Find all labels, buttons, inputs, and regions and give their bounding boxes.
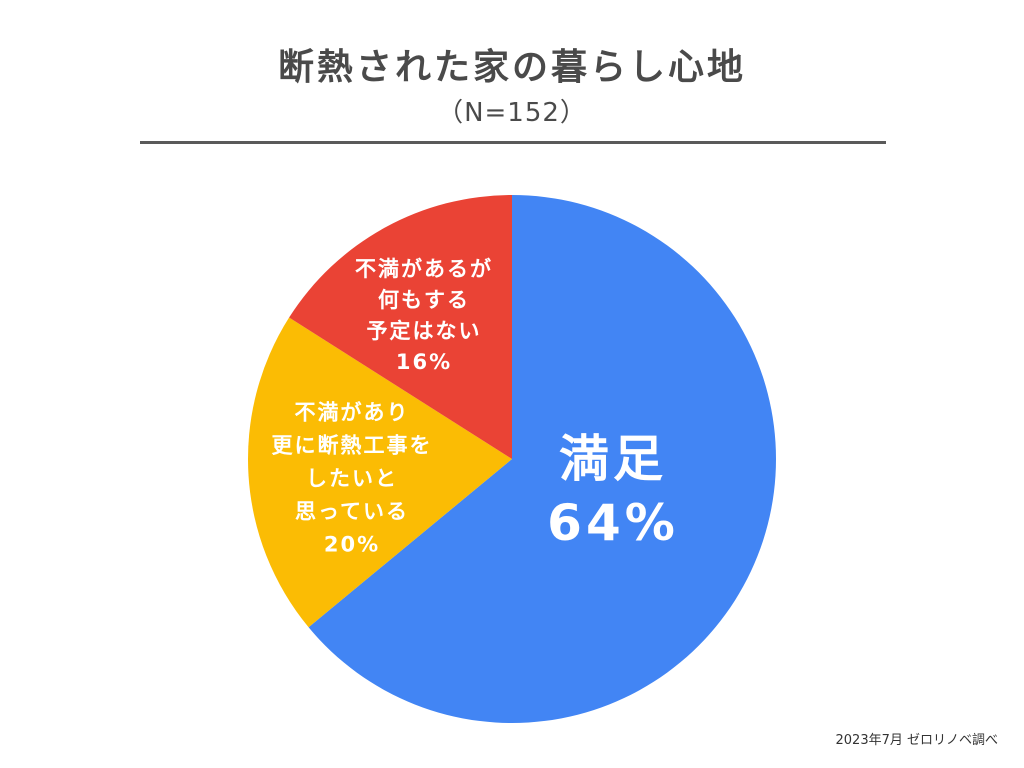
slice-label-line: 不満があるが bbox=[355, 257, 493, 281]
slice-label-3: 不満があるが何もする予定はない 16% bbox=[355, 257, 493, 374]
slice-label-line: したいと bbox=[306, 467, 398, 491]
slice-label-1: 満足 64% bbox=[547, 430, 679, 552]
slice-label-line: 思っている bbox=[295, 500, 409, 524]
pie-slice-3 bbox=[289, 195, 512, 459]
chart-subtitle: （N=152） bbox=[437, 98, 587, 128]
pie-slice-2 bbox=[247, 317, 512, 628]
slice-label-line: 更に断熱工事を bbox=[272, 434, 433, 458]
slice-label-line: 不満があり bbox=[295, 401, 410, 425]
slice-label-line: 20% bbox=[324, 533, 380, 557]
slice-label-line: 16% bbox=[396, 350, 452, 374]
chart-title: 断熱された家の暮らし心地 bbox=[277, 47, 746, 88]
title-divider bbox=[140, 141, 886, 144]
slice-label-line: 満足 bbox=[559, 430, 667, 488]
source-note: 2023年7月 ゼロリノベ調べ bbox=[835, 733, 999, 748]
slice-label-2: 不満があり更に断熱工事をしたいと思っている 20% bbox=[272, 401, 433, 557]
slice-label-line: 何もする bbox=[378, 288, 470, 312]
slice-label-line: 予定はない bbox=[367, 319, 482, 343]
slice-label-line: 64% bbox=[547, 494, 679, 552]
pie-slice-1 bbox=[308, 195, 777, 723]
